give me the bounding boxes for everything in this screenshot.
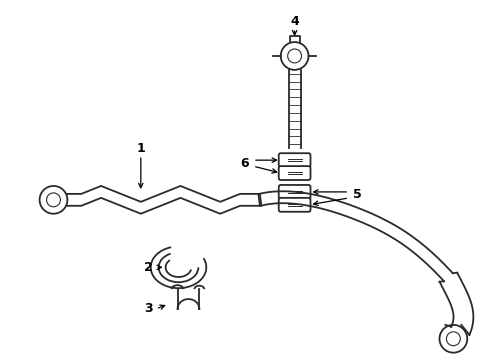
Text: 1: 1 bbox=[136, 142, 145, 155]
FancyBboxPatch shape bbox=[279, 185, 311, 199]
Text: 2: 2 bbox=[145, 261, 153, 274]
Text: 3: 3 bbox=[145, 302, 153, 315]
Text: 4: 4 bbox=[290, 15, 299, 28]
Text: 5: 5 bbox=[353, 188, 362, 201]
FancyBboxPatch shape bbox=[279, 166, 311, 180]
FancyBboxPatch shape bbox=[279, 153, 311, 167]
Text: 6: 6 bbox=[241, 157, 249, 170]
FancyBboxPatch shape bbox=[279, 198, 311, 212]
